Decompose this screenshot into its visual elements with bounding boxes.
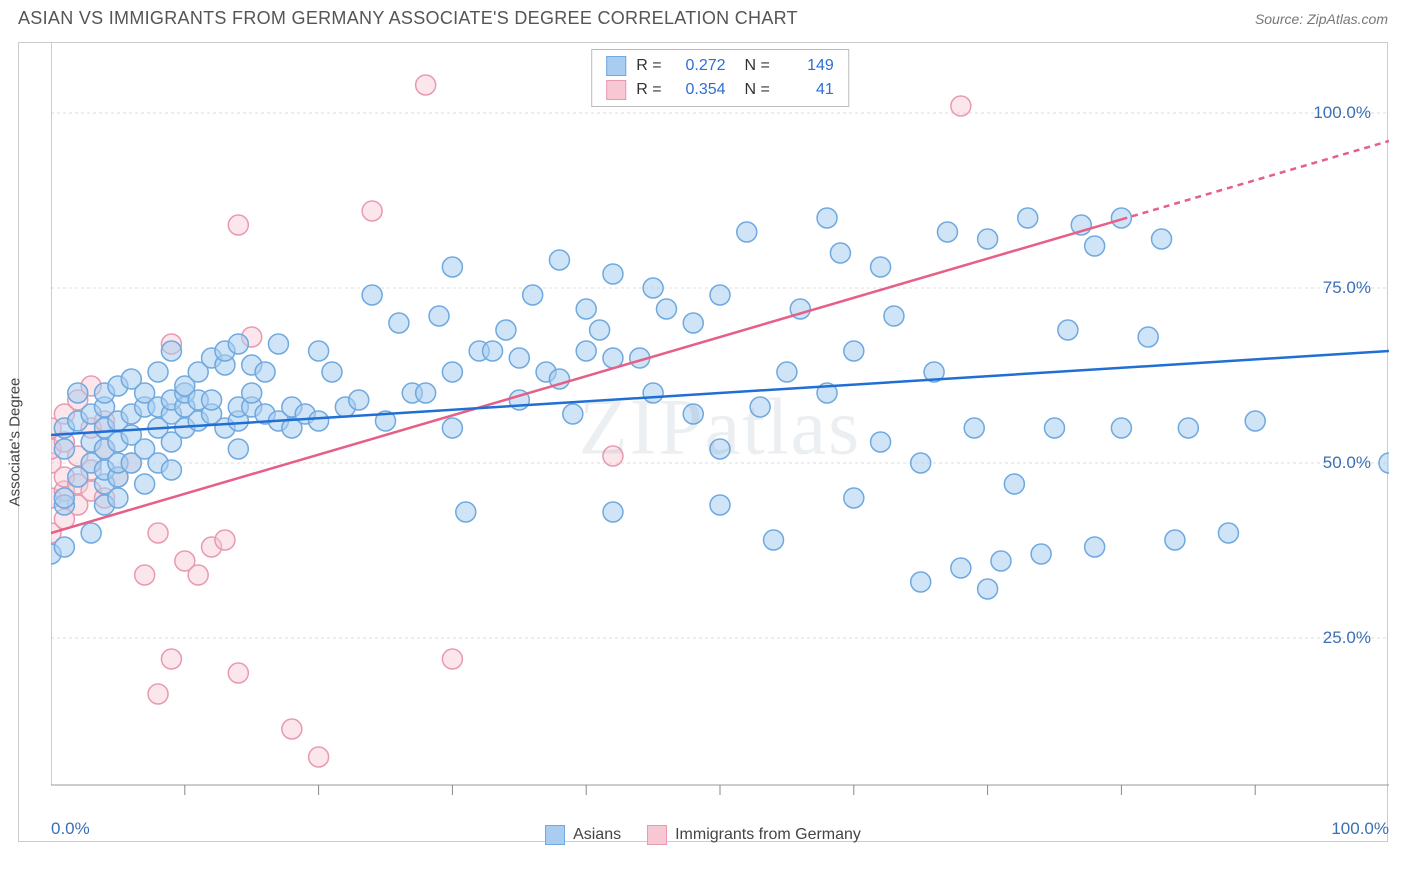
y-tick-label: 50.0% bbox=[1323, 453, 1371, 473]
x-tick-label: 0.0% bbox=[51, 819, 90, 839]
x-tick-label: 100.0% bbox=[1331, 819, 1389, 839]
legend-item-pink: Immigrants from Germany bbox=[647, 825, 861, 845]
y-axis-label: Associate's Degree bbox=[7, 378, 24, 507]
swatch-blue bbox=[606, 56, 626, 76]
y-tick-label: 75.0% bbox=[1323, 278, 1371, 298]
plot-svg bbox=[51, 43, 1389, 813]
legend-item-blue: Asians bbox=[545, 825, 621, 845]
n-value-blue: 149 bbox=[780, 54, 834, 78]
y-tick-label: 25.0% bbox=[1323, 628, 1371, 648]
swatch-blue-icon bbox=[545, 825, 565, 845]
legend-label-blue: Asians bbox=[573, 826, 621, 844]
legend-label-pink: Immigrants from Germany bbox=[675, 826, 861, 844]
source-label: Source: ZipAtlas.com bbox=[1255, 11, 1388, 27]
y-tick-label: 100.0% bbox=[1313, 103, 1371, 123]
series-legend: Asians Immigrants from Germany bbox=[19, 825, 1387, 845]
swatch-pink-icon bbox=[647, 825, 667, 845]
stats-legend: R = 0.272 N = 149 R = 0.354 N = 41 bbox=[591, 49, 849, 107]
n-value-pink: 41 bbox=[780, 78, 834, 102]
chart-container: Associate's Degree ZIPatlas R = 0.272 N … bbox=[18, 42, 1388, 842]
plot-area: ZIPatlas R = 0.272 N = 149 R = 0.354 N =… bbox=[51, 43, 1389, 813]
chart-title: ASIAN VS IMMIGRANTS FROM GERMANY ASSOCIA… bbox=[18, 8, 798, 29]
r-value-pink: 0.354 bbox=[672, 78, 726, 102]
r-value-blue: 0.272 bbox=[672, 54, 726, 78]
stats-row-pink: R = 0.354 N = 41 bbox=[606, 78, 834, 102]
swatch-pink bbox=[606, 80, 626, 100]
stats-row-blue: R = 0.272 N = 149 bbox=[606, 54, 834, 78]
